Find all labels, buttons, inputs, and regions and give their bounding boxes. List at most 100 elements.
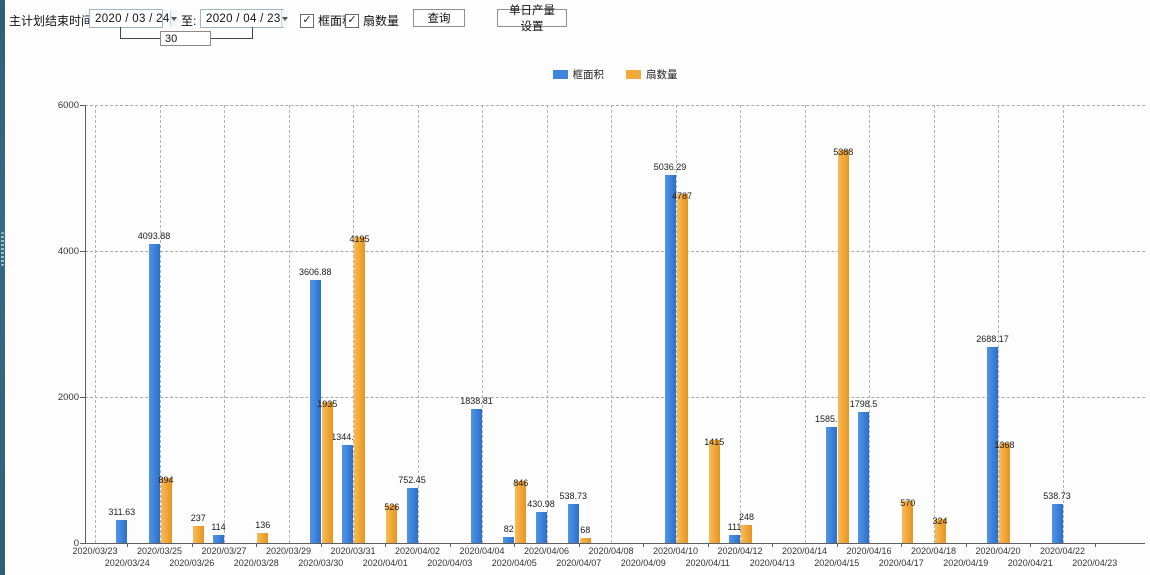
x-axis-tick [707, 543, 709, 547]
x-gridline [675, 105, 677, 543]
x-axis-label: 2020/04/10 [652, 546, 699, 556]
y-gridline [85, 251, 1145, 252]
days-between-input[interactable] [160, 31, 211, 46]
bar-value-label: 4093.88 [137, 231, 171, 242]
x-axis-label: 2020/03/23 [72, 546, 118, 556]
date-from-value: 2020 / 03 / 24 [95, 12, 170, 25]
bar-框面积-2020/04/04 [471, 408, 482, 543]
x-gridline [740, 105, 741, 543]
x-gridline [417, 105, 419, 543]
bar-value-label: 5036.29 [653, 162, 687, 173]
x-axis-label: 2020/03/29 [265, 546, 312, 556]
x-axis-tick [578, 543, 580, 547]
bar-扇数量-2020/04/10 [676, 193, 688, 543]
bar-扇数量-2020/03/30 [321, 401, 333, 543]
y-axis-tick [80, 105, 85, 106]
y-axis-tick [80, 397, 85, 398]
x-axis-label: 2020/03/25 [136, 546, 183, 556]
x-axis-label: 2020/04/16 [846, 546, 892, 556]
left-edge-panel [0, 0, 5, 575]
x-axis-label: 2020/04/11 [685, 558, 730, 568]
x-axis-label: 2020/03/28 [233, 558, 279, 568]
bar-value-label: 430.98 [527, 498, 555, 509]
sash-count-checkbox-label: 扇数量 [363, 14, 400, 28]
bar-框面积-2020/04/07 [567, 503, 579, 543]
y-axis-tick [80, 543, 85, 544]
bar-value-label: 5388 [833, 146, 854, 157]
date-from-picker[interactable]: 2020 / 03 / 24 [89, 9, 177, 28]
x-gridline [869, 105, 870, 543]
x-axis-label: 2020/04/01 [362, 558, 408, 568]
bar-value-label: 526 [384, 501, 400, 512]
query-button[interactable]: 查询 [413, 9, 465, 27]
date-to-picker[interactable]: 2020 / 04 / 23 [200, 9, 288, 28]
bar-框面积-2020/03/27 [213, 534, 224, 543]
x-axis-label: 2020/04/17 [878, 558, 924, 568]
legend-swatch-sash-count [626, 69, 641, 79]
bar-value-label: 82 [503, 524, 514, 534]
x-axis-tick [256, 543, 258, 547]
bar-框面积-2020/04/06 [535, 511, 547, 543]
legend-item-frame-area: 框面积 [552, 67, 604, 82]
bar-框面积-2020/04/16 [858, 411, 869, 543]
x-axis-label: 2020/04/22 [1039, 546, 1086, 556]
x-axis-label: 2020/04/18 [910, 546, 957, 556]
y-gridline [85, 397, 1145, 398]
bar-value-label: 2688.17 [976, 333, 1009, 344]
bar-value-label: 752.45 [398, 475, 426, 486]
x-axis-tick [965, 543, 967, 547]
bar-value-label: 4195 [349, 233, 370, 244]
x-axis-label: 2020/04/07 [556, 558, 602, 568]
bar-框面积-2020/03/30 [309, 279, 321, 543]
bar-框面积-2020/04/02 [406, 488, 418, 543]
x-axis-label: 2020/04/12 [717, 546, 763, 556]
y-axis-label: 2000 [57, 392, 79, 403]
x-axis-tick [1094, 543, 1096, 547]
bar-框面积-2020/04/05 [503, 537, 515, 543]
chevron-down-icon[interactable] [169, 10, 177, 27]
bar-扇数量-2020/04/07 [579, 538, 591, 543]
x-gridline [288, 105, 290, 543]
x-axis-tick [320, 543, 322, 547]
plan-end-time-label: 主计划结束时间: [9, 14, 97, 28]
x-axis-label: 2020/04/09 [620, 558, 666, 568]
bar-扇数量-2020/04/20 [999, 443, 1010, 543]
chart-legend: 框面积 扇数量 [85, 67, 1145, 81]
checkbox-checked-icon[interactable]: ✓ [300, 13, 314, 28]
bar-框面积-2020/04/10 [664, 175, 676, 543]
y-axis [85, 105, 86, 543]
bar-value-label: 570 [900, 498, 916, 509]
bar-value-label: 1344.95 [331, 431, 364, 442]
chevron-down-icon[interactable] [280, 10, 288, 27]
bar-扇数量-2020/04/15 [837, 149, 849, 543]
x-gridline [804, 105, 806, 543]
x-gridline [546, 105, 548, 543]
date-range-connector [120, 27, 121, 38]
legend-item-sash-count: 扇数量 [626, 67, 678, 82]
bar-扇数量-2020/04/11 [708, 439, 720, 543]
x-axis-label: 2020/04/05 [491, 558, 537, 568]
bar-扇数量-2020/04/05 [515, 481, 527, 543]
x-axis-label: 2020/04/03 [427, 558, 473, 568]
bar-框面积-2020/04/22 [1051, 503, 1063, 543]
x-gridline [933, 105, 935, 543]
x-axis-label: 2020/04/14 [781, 546, 828, 556]
daily-output-settings-button[interactable]: 单日产量设置 [497, 5, 567, 33]
bar-value-label: 237 [190, 512, 206, 523]
x-axis-tick [514, 543, 516, 547]
y-axis-label: 0 [73, 538, 79, 549]
x-axis-tick [191, 543, 193, 547]
x-axis-label: 2020/03/26 [169, 558, 215, 568]
bar-框面积-2020/04/20 [987, 346, 998, 543]
sash-count-checkbox-group[interactable]: ✓ 扇数量 [345, 12, 399, 29]
checkbox-checked-icon[interactable]: ✓ [345, 13, 359, 28]
bar-value-label: 894 [158, 474, 174, 485]
bar-value-label: 1935 [317, 398, 338, 409]
legend-swatch-frame-area [552, 69, 568, 79]
x-gridline [353, 105, 354, 543]
bar-value-label: 538.73 [559, 490, 588, 501]
date-range-connector [120, 38, 161, 39]
x-axis-tick [836, 543, 838, 547]
x-axis-label: 2020/03/24 [104, 558, 150, 568]
